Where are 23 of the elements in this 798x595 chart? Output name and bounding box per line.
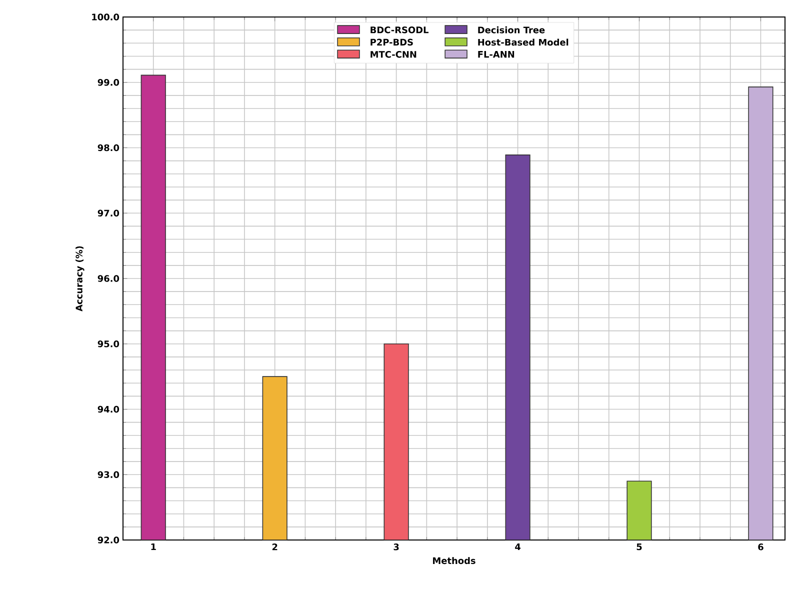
y-tick-label: 99.0 — [98, 78, 120, 86]
x-tick-label: 6 — [758, 544, 764, 550]
y-tick-label: 98.0 — [98, 144, 120, 152]
x-tick-label: 2 — [272, 544, 278, 550]
y-tick-label: 96.0 — [98, 275, 120, 282]
y-tick-label: 100.0 — [92, 14, 120, 20]
y-tick-label: 92.0 — [98, 536, 120, 544]
y-axis-title: Accuracy (%) — [76, 246, 84, 312]
y-tick-label: 95.0 — [98, 340, 120, 348]
legend-label: Host-Based Model — [478, 38, 568, 46]
legend-label: FL-ANN — [478, 51, 514, 58]
legend-label: P2P-BDS — [370, 38, 413, 46]
y-tick-label: 94.0 — [98, 406, 120, 413]
x-tick-label: 4 — [515, 544, 520, 550]
legend-label: Decision Tree — [478, 26, 545, 34]
y-tick-label: 93.0 — [98, 471, 120, 478]
x-tick-label: 3 — [394, 544, 399, 550]
x-tick-label: 5 — [636, 544, 642, 550]
legend-label: MTC-CNN — [370, 50, 416, 58]
y-tick-label: 97.0 — [98, 210, 120, 217]
x-tick-label: 1 — [151, 544, 156, 550]
x-axis-title: Methods — [433, 557, 476, 564]
legend-label: BDC-RSODL — [370, 26, 428, 34]
